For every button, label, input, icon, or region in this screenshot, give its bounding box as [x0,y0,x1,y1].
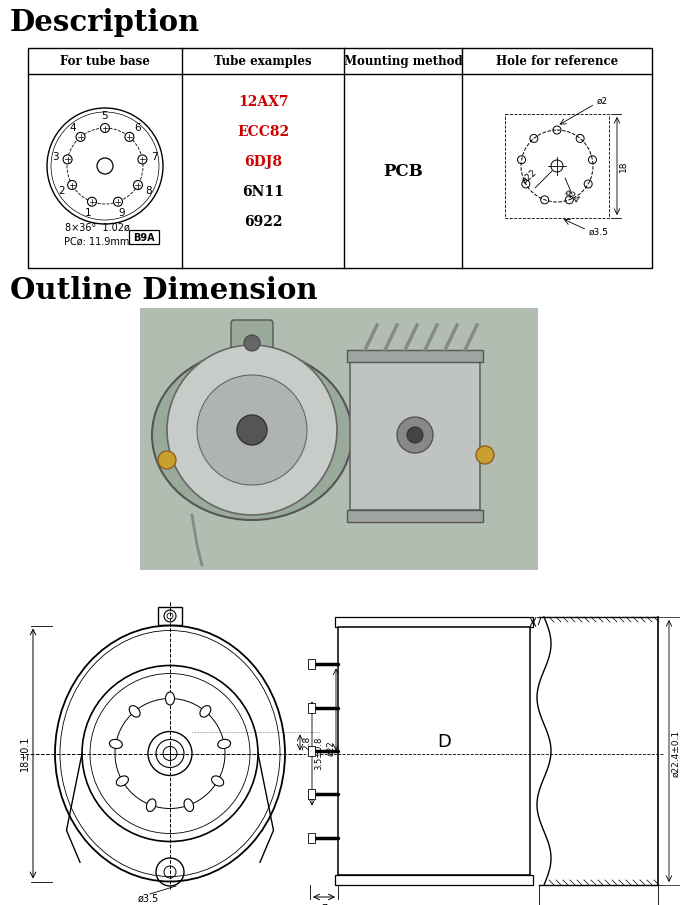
Text: 7: 7 [321,904,327,905]
Text: 12AX7: 12AX7 [238,95,288,109]
Bar [308,789,315,799]
Bar [308,702,315,712]
Text: ø3.5: ø3.5 [138,894,159,904]
Bar [158,607,182,625]
Ellipse shape [165,692,175,705]
Bar [308,746,315,756]
Bar [338,627,530,875]
Text: PCø: 11.9mm: PCø: 11.9mm [65,237,130,247]
Text: 5: 5 [102,111,108,121]
Circle shape [125,132,134,141]
Circle shape [76,132,85,141]
Circle shape [88,197,97,206]
Text: For tube base: For tube base [60,54,150,68]
Bar [335,875,533,885]
Text: 6: 6 [134,123,141,133]
Circle shape [133,180,142,189]
Circle shape [244,335,260,351]
Ellipse shape [184,799,194,812]
Circle shape [237,415,267,445]
Text: 1.7: 1.7 [350,747,359,761]
Text: D: D [437,732,451,750]
Text: 2.8: 2.8 [302,736,311,749]
Bar [308,659,315,669]
Text: Mounting method: Mounting method [343,54,462,68]
Circle shape [397,417,433,453]
Text: 7: 7 [535,617,541,627]
FancyBboxPatch shape [231,320,273,350]
Text: ECC82: ECC82 [237,125,289,139]
Text: ø2: ø2 [597,97,608,106]
Text: ø24: ø24 [562,187,581,205]
Text: 18±0.1: 18±0.1 [20,736,30,771]
Circle shape [63,155,72,164]
Text: 3.5±0.8: 3.5±0.8 [314,737,323,770]
Circle shape [138,155,147,164]
Text: 7: 7 [151,152,158,162]
Bar [308,833,315,843]
Bar [129,230,159,244]
Bar [140,308,538,570]
Text: 8×36°  1.02ø: 8×36° 1.02ø [65,223,129,233]
Text: Tube examples: Tube examples [214,54,312,68]
Ellipse shape [211,776,224,786]
Bar [347,510,483,522]
Text: 3: 3 [52,152,59,162]
Text: PCB: PCB [383,163,423,179]
Text: 2: 2 [58,186,65,196]
Text: Hole for reference: Hole for reference [496,54,618,68]
Circle shape [158,451,176,469]
Circle shape [167,345,337,515]
Ellipse shape [152,350,352,520]
Text: ø22: ø22 [520,167,539,185]
Circle shape [407,427,423,443]
Text: ø3.5: ø3.5 [589,227,609,236]
Bar [505,114,609,218]
Text: 2.7: 2.7 [338,702,347,717]
Text: 6922: 6922 [243,215,282,229]
Text: 9: 9 [119,208,125,218]
Text: ø22.4±0.1: ø22.4±0.1 [671,730,680,777]
Text: 6DJ8: 6DJ8 [244,155,282,169]
Text: Description: Description [10,8,200,37]
Bar [347,350,483,362]
Text: ø22: ø22 [326,740,335,757]
Ellipse shape [129,706,140,717]
Text: Outline Dimension: Outline Dimension [10,276,318,305]
Text: 18: 18 [619,160,628,172]
Ellipse shape [116,776,129,786]
Ellipse shape [109,739,122,748]
Text: 4: 4 [69,123,76,133]
Circle shape [67,180,77,189]
Bar [335,617,533,627]
Circle shape [197,375,307,485]
Circle shape [476,446,494,464]
Text: 6N11: 6N11 [242,185,284,199]
Ellipse shape [146,799,156,812]
Bar [350,360,480,510]
Circle shape [101,123,109,132]
Bar [28,48,652,268]
Circle shape [114,197,122,206]
Text: 1: 1 [84,208,91,218]
Ellipse shape [200,706,211,717]
Text: B9A: B9A [133,233,155,243]
Text: 8: 8 [145,186,152,196]
Ellipse shape [218,739,231,748]
